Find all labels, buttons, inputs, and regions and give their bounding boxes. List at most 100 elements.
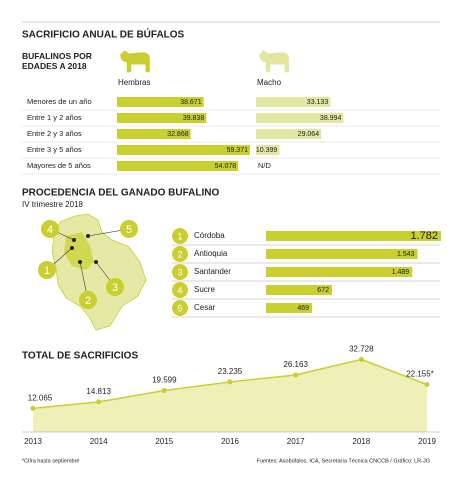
- x-tick-label: 2013: [24, 437, 42, 446]
- bar: [256, 145, 280, 155]
- bar: [117, 145, 250, 155]
- bar: [266, 267, 413, 277]
- category-label: Entre 3 y 5 años: [27, 145, 82, 154]
- rank-badge: [79, 291, 97, 309]
- rank-number: 2: [177, 249, 182, 259]
- rank-badge: [172, 300, 188, 316]
- bar: [117, 97, 204, 107]
- map-dot: [70, 246, 74, 250]
- rank-badge: [172, 282, 188, 298]
- point: [96, 399, 102, 405]
- bar: [266, 285, 332, 295]
- value-label: 39.838: [183, 115, 205, 122]
- area: [33, 359, 427, 432]
- value-label: 38.994: [320, 115, 342, 122]
- bar: [256, 129, 322, 139]
- chart-subtitle: IV trimestre 2018: [22, 200, 83, 209]
- bar: [266, 231, 441, 241]
- rank-number: 4: [47, 224, 53, 236]
- rank-number: 4: [177, 285, 182, 295]
- bar: [117, 129, 191, 139]
- value-label: 10.399: [256, 147, 278, 154]
- x-tick-label: 2018: [352, 437, 370, 446]
- value-label: 1.782: [410, 230, 438, 242]
- point: [227, 379, 233, 385]
- bar: [256, 113, 344, 123]
- footnote: *Cifra hasta septiembre: [22, 458, 79, 464]
- category-label: Cesar: [194, 303, 216, 312]
- rank-number: 3: [112, 282, 118, 294]
- value-label: 26.163: [283, 360, 308, 369]
- value-label: 32.728: [349, 345, 374, 354]
- rank-badge: [172, 264, 188, 280]
- map-dot: [86, 234, 90, 238]
- value-label: 12.065: [28, 394, 53, 403]
- chart-title: BUFALINOS POR EDADES A 2018: [22, 51, 92, 71]
- rank-number: 1: [44, 265, 50, 277]
- category-label: Mayores de 5 años: [27, 161, 91, 170]
- rank-badge: [172, 246, 188, 262]
- rank-badge: [120, 220, 138, 238]
- legend-icon: [120, 50, 150, 73]
- chart-title: TOTAL DE SACRIFICIOS: [22, 351, 138, 362]
- category-label: Córdoba: [194, 231, 225, 240]
- bar: [256, 97, 331, 107]
- category-label: Entre 2 y 3 años: [27, 129, 82, 138]
- point: [30, 405, 36, 411]
- legend-label: Hembras: [118, 78, 150, 87]
- value-label: 23.235: [218, 367, 243, 376]
- rank-badge: [172, 228, 188, 244]
- bar: [117, 113, 207, 123]
- bar: [117, 161, 239, 171]
- value-label: 672: [317, 287, 329, 294]
- value-label: 1.489: [392, 269, 410, 276]
- rank-badge: [106, 278, 124, 296]
- value-label: 54.078: [215, 163, 237, 170]
- rank-number: 5: [126, 224, 132, 236]
- source: Fuentes: Asobúfalos, ICA, Secretaría Téc…: [256, 458, 430, 464]
- rank-number: 5: [177, 303, 182, 313]
- rank-number: 3: [177, 267, 182, 277]
- value-label: 29.064: [298, 131, 320, 138]
- point: [161, 388, 167, 394]
- category-label: Entre 1 y 2 años: [27, 113, 82, 122]
- map-dot: [72, 238, 76, 242]
- value-label: 59.371: [227, 147, 249, 154]
- point: [424, 381, 430, 387]
- value-label: 33.133: [307, 99, 329, 106]
- rank-number: 2: [85, 295, 91, 307]
- value-label: 19.599: [152, 376, 177, 385]
- x-tick-label: 2019: [418, 437, 436, 446]
- category-label: Antioquia: [194, 249, 228, 258]
- point: [358, 356, 364, 362]
- x-tick-label: 2017: [287, 437, 305, 446]
- rank-badge: [41, 220, 59, 238]
- value-label: 38.671: [180, 99, 202, 106]
- page-title: SACRIFICIO ANUAL DE BÚFALOS: [22, 28, 185, 41]
- x-tick-label: 2014: [90, 437, 108, 446]
- value-label: 32.868: [167, 131, 189, 138]
- value-label: 22.155*: [406, 370, 434, 379]
- x-tick-label: 2016: [221, 437, 239, 446]
- rank-badge: [38, 261, 56, 279]
- legend-icon: [259, 50, 289, 73]
- point: [293, 372, 299, 378]
- value-label: 14.813: [86, 387, 111, 396]
- bar: [266, 249, 418, 259]
- x-tick-label: 2015: [155, 437, 173, 446]
- bar: [266, 303, 313, 313]
- map-dot: [94, 260, 98, 264]
- map-dot: [78, 260, 82, 264]
- rank-number: 1: [177, 231, 182, 241]
- category-label: Sucre: [194, 285, 215, 294]
- value-label: 469: [297, 305, 309, 312]
- category-label: Santander: [194, 267, 231, 276]
- chart-title: PROCEDENCIA DEL GANADO BUFALINO: [22, 188, 219, 199]
- category-label: Menores de un año: [27, 97, 92, 106]
- map-region: [64, 232, 94, 270]
- legend-label: Macho: [257, 78, 282, 87]
- value-label: N/D: [258, 161, 272, 170]
- value-label: 1.543: [397, 251, 415, 258]
